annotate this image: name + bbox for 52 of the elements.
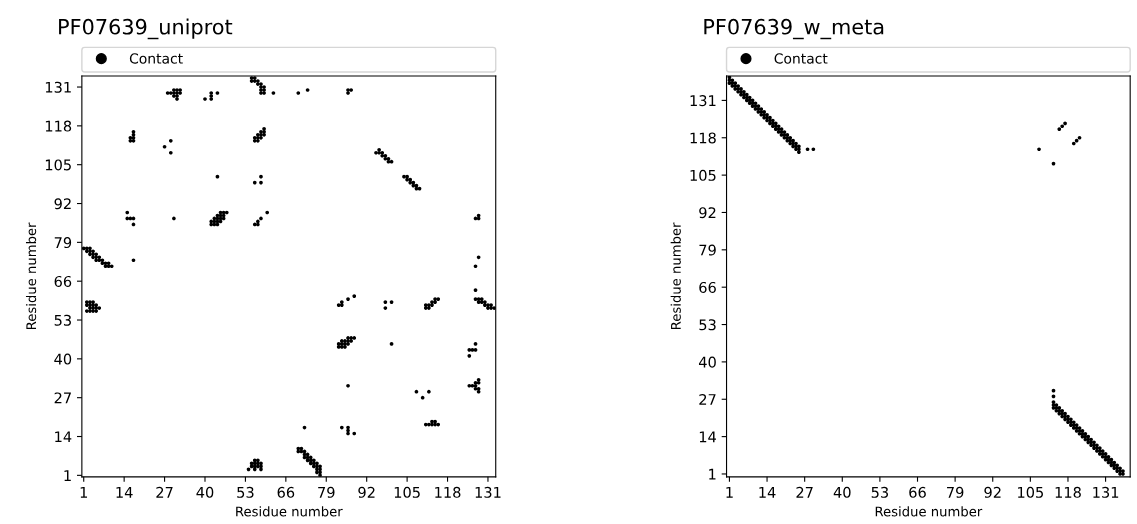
x-tick-label: 79 xyxy=(318,486,335,498)
y-tick-label: 27 xyxy=(699,393,716,405)
y-tick-label: 92 xyxy=(699,207,716,219)
x-tick-label: 27 xyxy=(796,486,813,498)
y-tick-label: 92 xyxy=(54,198,71,210)
y-tick-label: 1 xyxy=(64,470,71,481)
y-axis-title: Residue number xyxy=(670,222,681,329)
y-tick-label: 79 xyxy=(54,237,72,249)
x-tick-label: 105 xyxy=(1018,486,1043,498)
x-tick-label: 131 xyxy=(475,486,501,498)
x-tick-label: 27 xyxy=(156,486,173,498)
y-tick-label: 118 xyxy=(690,132,716,144)
x-tick-label: 1 xyxy=(726,487,733,498)
x-axis-title: Residue number xyxy=(236,506,343,517)
y-tick-label: 14 xyxy=(55,431,72,443)
y-tick-label: 118 xyxy=(45,120,72,132)
y-tick-label: 105 xyxy=(45,159,71,171)
y-tick-label: 131 xyxy=(45,81,71,93)
x-tick-label: 92 xyxy=(358,486,375,498)
x-axis-title: Residue number xyxy=(875,506,983,517)
x-tick-label: 92 xyxy=(984,486,1001,498)
y-axis-title: Residue number xyxy=(25,222,37,329)
y-tick-label: 14 xyxy=(699,431,716,443)
x-tick-label: 118 xyxy=(435,486,461,498)
x-tick-label: 66 xyxy=(909,486,926,498)
y-tick-label: 1 xyxy=(709,468,716,480)
chart-title: PF07639_w_meta xyxy=(704,18,884,40)
y-tick-label: 40 xyxy=(54,353,72,365)
x-tick-label: 14 xyxy=(759,487,776,498)
y-tick-label: 53 xyxy=(699,319,716,331)
y-tick-label: 79 xyxy=(699,244,716,256)
x-tick-label: 79 xyxy=(947,486,964,498)
y-tick-label: 66 xyxy=(699,281,716,293)
x-tick-label: 53 xyxy=(237,486,254,498)
x-tick-label: 1 xyxy=(80,487,88,498)
legend-label: Contact xyxy=(129,53,183,64)
y-tick-label: 66 xyxy=(54,275,72,287)
x-tick-label: 14 xyxy=(116,487,133,498)
y-tick-label: 131 xyxy=(690,95,716,107)
x-tick-label: 105 xyxy=(394,486,420,498)
x-tick-label: 131 xyxy=(1093,486,1119,498)
x-tick-label: 118 xyxy=(1055,486,1081,498)
y-tick-label: 53 xyxy=(54,314,71,326)
x-tick-label: 40 xyxy=(196,486,214,498)
y-tick-label: 40 xyxy=(698,356,716,368)
x-tick-label: 40 xyxy=(833,486,851,498)
x-tick-label: 53 xyxy=(871,486,888,498)
y-tick-label: 105 xyxy=(690,169,716,181)
y-tick-label: 27 xyxy=(54,392,71,404)
legend-label: Contact xyxy=(774,53,828,64)
x-tick-label: 66 xyxy=(277,486,295,498)
chart-title: PF07639_uniprot xyxy=(59,18,233,40)
